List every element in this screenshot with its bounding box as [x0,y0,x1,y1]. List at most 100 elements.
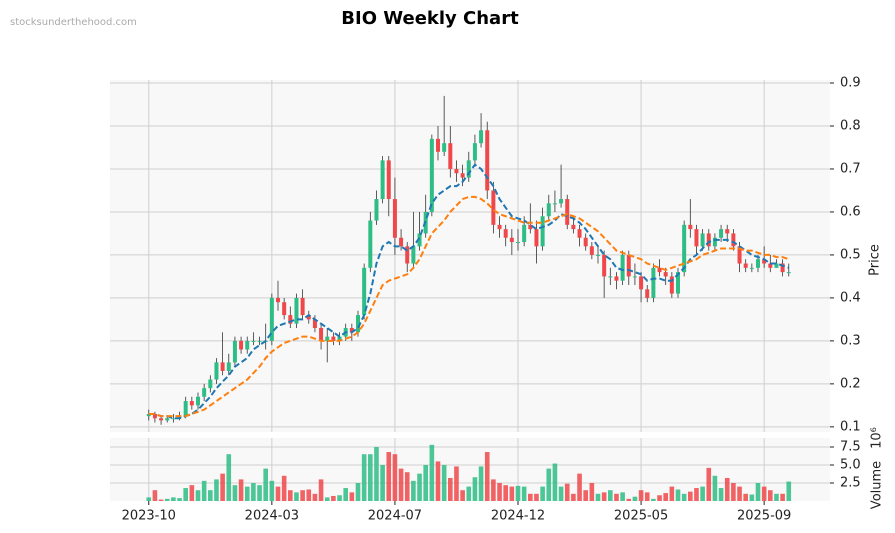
candle-body [159,418,164,421]
volume-bar [460,490,465,501]
candle-body [196,396,200,406]
volume-bar [281,475,287,501]
candle-body [392,199,397,238]
candle-body [399,237,404,247]
candle-body [269,297,274,341]
volume-bar [589,483,595,501]
candle-body [522,224,527,243]
candle-body [146,413,151,417]
volume-bar [644,492,650,501]
volume-offset-label: 10⁶ [870,427,885,449]
candle-body [528,224,533,230]
candle-body [386,160,391,200]
volume-bar [355,483,361,501]
volume-bar [497,483,502,501]
candle-body [565,199,570,225]
candle-body [202,388,207,397]
candle-body [300,297,305,316]
candle-body [596,254,600,256]
volume-bar [294,492,299,501]
volume-tick-label: 2.5 [840,476,861,491]
volume-bar [306,489,312,501]
candle-body [479,130,484,144]
volume-bar [503,485,508,501]
candle-body [226,362,231,371]
candle-body [183,401,188,417]
volume-bar [398,468,404,501]
candle-body [626,254,631,277]
candle-body [749,267,754,269]
volume-bar [392,454,398,501]
y-tick-label: 0.4 [840,290,861,305]
volume-bar [724,477,730,501]
candle-body [608,276,613,278]
volume-bar [189,485,195,501]
candle-body [306,315,311,320]
volume-bar [368,454,373,501]
candle-body [319,327,324,341]
moving-average-line [148,163,790,420]
volume-tick-label: 5.0 [840,458,861,473]
volume-tick-label: 7.5 [840,440,861,455]
candle-body [768,263,773,268]
volume-bar [540,486,545,501]
candle-body [725,229,730,234]
volume-bar [324,497,330,501]
volume-bar [478,466,484,501]
volume-bar [386,452,392,501]
candle-body [448,143,453,169]
volume-bar [608,490,613,501]
candle-body [571,224,576,230]
candle-body [657,267,662,273]
candle-body [442,143,447,152]
y-tick-label: 0.7 [840,161,861,176]
candle-body [663,272,668,277]
candle-body [208,379,213,389]
volume-bar [251,483,256,501]
volume-bar [257,485,262,501]
x-tick-label: 2024-12 [491,509,545,524]
x-tick-label: 2024-03 [245,509,299,524]
candle-body [177,416,182,419]
volume-bar [380,465,385,501]
candle-body [559,199,564,204]
candle-body [694,229,699,247]
candle-body [632,276,637,278]
volume-bar [521,486,527,501]
volume-bar [737,486,742,501]
candle-body [577,229,582,238]
candle-body [780,263,785,273]
volume-bar [786,481,792,501]
volume-bar [226,454,232,501]
candle-body [436,138,440,152]
candle-body [257,340,262,342]
volume-bar [208,490,213,501]
candle-body [774,263,779,268]
volume-bar [411,480,416,501]
candle-body [312,319,317,328]
volume-bar [448,477,453,501]
candle-body [589,246,594,255]
candle-body [214,362,219,380]
volume-bar [546,468,552,501]
candle-body [239,340,244,350]
volume-bar [564,483,570,501]
candle-body [485,130,490,191]
candle-body [251,340,256,342]
candle-body [491,190,496,225]
volume-bar [472,477,478,501]
candle-body [786,272,791,274]
volume-bar [614,493,619,501]
volume-bar [731,483,736,501]
volume-bar [152,490,158,501]
volume-bar [632,496,638,501]
candle-body [706,233,711,247]
volume-bar [171,497,176,501]
volume-bar [552,463,558,501]
moving-average-line [148,195,790,418]
volume-bar [343,488,348,501]
volume-bar [300,490,305,501]
volume-bar [195,490,201,501]
